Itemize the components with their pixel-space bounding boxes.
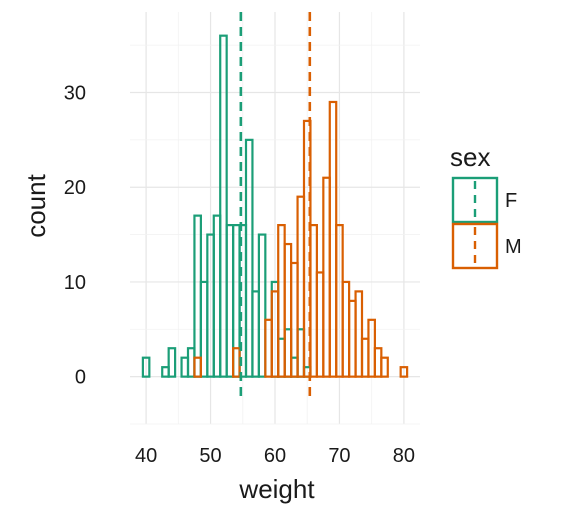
x-tick-labels: 40 50 60 70 80 xyxy=(135,445,415,467)
histogram-bar-m xyxy=(380,356,389,378)
histogram-bar-f xyxy=(167,347,177,378)
x-tick-label: 40 xyxy=(135,445,157,467)
histogram-bar-m xyxy=(399,366,409,378)
grid-lines xyxy=(130,12,420,425)
legend-key-f xyxy=(451,176,499,224)
y-axis-title: count xyxy=(21,173,51,237)
histogram-bar-f xyxy=(257,233,267,378)
legend-label-m: M xyxy=(505,236,522,258)
y-tick-label: 20 xyxy=(64,177,86,199)
mean-lines xyxy=(239,12,312,396)
histogram-bar-f xyxy=(219,34,228,378)
x-tick-label: 50 xyxy=(199,445,221,467)
y-tick-label: 10 xyxy=(64,272,86,294)
y-tick-label: 30 xyxy=(64,83,86,105)
histogram-bar-m xyxy=(354,290,364,378)
histogram-bar-m xyxy=(193,356,202,378)
x-tick-label: 80 xyxy=(393,445,415,467)
histogram-bar-f xyxy=(244,138,254,378)
legend-key-m xyxy=(451,222,499,270)
x-tick-label: 70 xyxy=(328,445,350,467)
x-tick-label: 60 xyxy=(264,445,286,467)
histogram-bars xyxy=(141,34,409,378)
x-axis-title: weight xyxy=(238,474,315,504)
y-tick-labels: 0 10 20 30 xyxy=(64,83,86,389)
legend: sex F M xyxy=(450,142,522,270)
histogram-bar-m xyxy=(232,347,241,378)
legend-title: sex xyxy=(450,142,490,172)
y-tick-label: 0 xyxy=(75,367,86,389)
legend-label-f: F xyxy=(505,190,517,212)
histogram-bar-f xyxy=(141,356,151,378)
